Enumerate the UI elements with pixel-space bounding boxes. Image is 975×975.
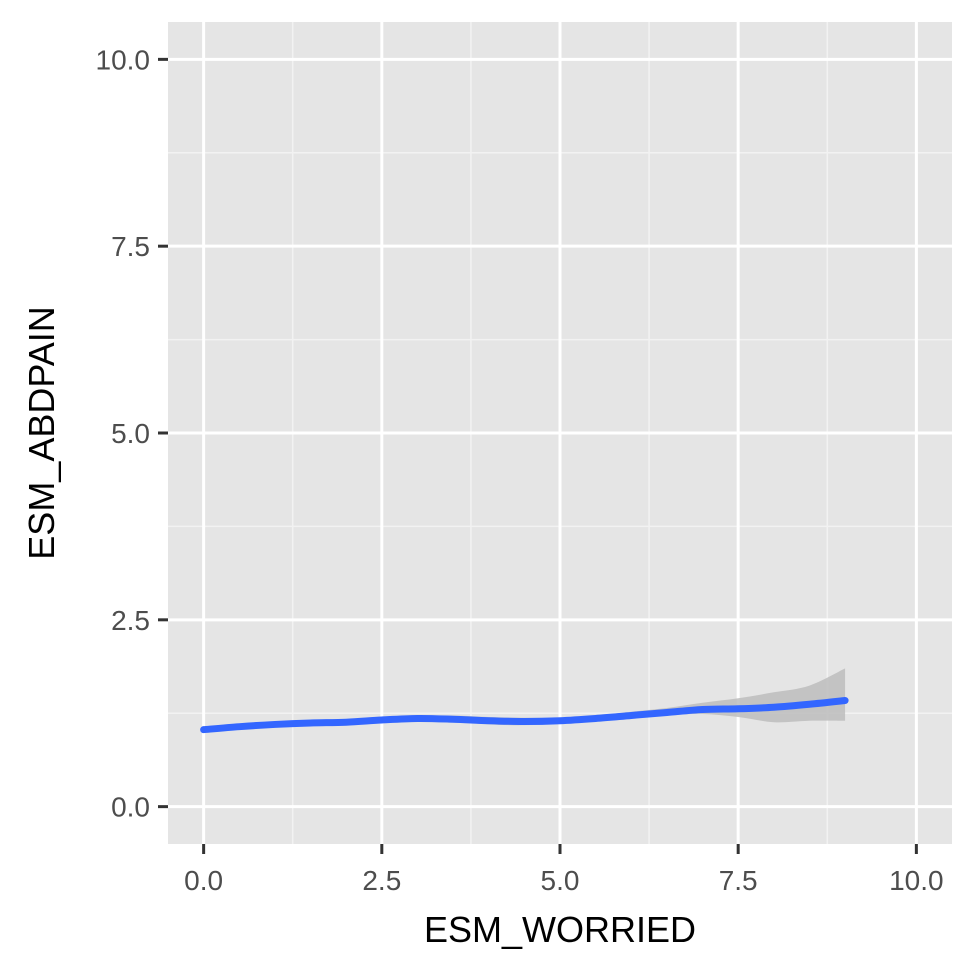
- x-tick-label: 2.5: [362, 865, 401, 896]
- x-tick-label: 0.0: [184, 865, 223, 896]
- y-tick-label: 5.0: [111, 418, 150, 449]
- y-axis: 0.0 2.5 5.0 7.5 10.0: [96, 44, 168, 823]
- y-tick-label: 0.0: [111, 792, 150, 823]
- x-axis: 0.0 2.5 5.0 7.5 10.0: [184, 844, 944, 896]
- x-tick-label: 7.5: [719, 865, 758, 896]
- major-gridlines: [168, 22, 952, 844]
- x-tick-label: 10.0: [889, 865, 944, 896]
- y-tick-label: 10.0: [96, 44, 151, 75]
- x-tick-label: 5.0: [541, 865, 580, 896]
- y-tick-label: 7.5: [111, 231, 150, 262]
- y-axis-title: ESM_ABDPAIN: [21, 306, 62, 559]
- y-tick-label: 2.5: [111, 605, 150, 636]
- x-axis-title: ESM_WORRIED: [424, 909, 696, 950]
- smooth-line: [200, 697, 849, 734]
